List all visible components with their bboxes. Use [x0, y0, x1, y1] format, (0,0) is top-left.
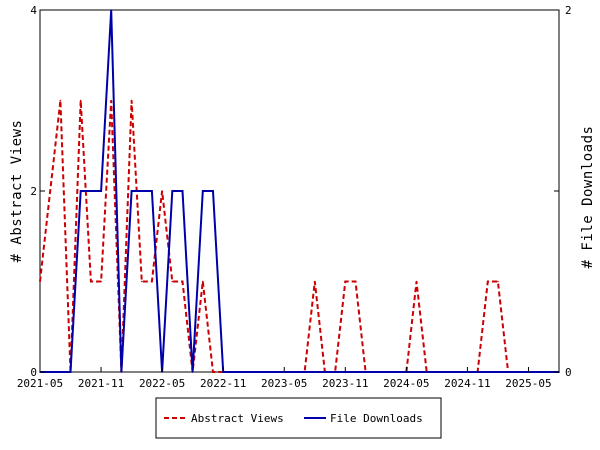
axis-layer: 2021-05 2021-11 2022-05 2022-11 2023-05 2023-… — [17, 4, 572, 390]
data-point-file-downloads — [273, 371, 275, 373]
series-line-file-downloads — [40, 9, 559, 373]
data-point-file-downloads — [242, 371, 245, 373]
data-point-abstract-views — [212, 371, 214, 373]
data-point-abstract-views — [497, 280, 499, 283]
data-point-file-downloads — [314, 371, 316, 373]
y-left-tick-label: 4 — [30, 4, 37, 17]
data-point-abstract-views — [39, 280, 41, 283]
data-point-file-downloads — [415, 371, 418, 373]
right-axis-title: # File Downloads — [580, 126, 596, 269]
x-tick-label: 2022-11 — [200, 377, 246, 390]
data-point-file-downloads — [49, 371, 51, 373]
data-point-abstract-views — [181, 280, 184, 283]
data-point-abstract-views — [49, 190, 51, 192]
data-point-abstract-views — [79, 99, 82, 102]
data-point-file-downloads — [425, 371, 428, 373]
legend-label-file-downloads: File Downloads — [330, 412, 423, 425]
data-point-file-downloads — [456, 371, 459, 373]
data-point-abstract-views — [151, 280, 153, 283]
data-point-file-downloads — [110, 9, 112, 11]
data-point-file-downloads — [476, 371, 479, 373]
x-tick-label: 2022-05 — [139, 377, 185, 390]
x-tick-label: 2024-11 — [444, 377, 490, 390]
data-point-file-downloads — [90, 190, 92, 192]
y-right-tick-label: 2 — [565, 4, 572, 17]
data-point-file-downloads — [507, 371, 509, 373]
data-point-file-downloads — [537, 371, 540, 373]
data-point-file-downloads — [354, 371, 357, 373]
data-point-file-downloads — [436, 371, 438, 373]
data-point-file-downloads — [120, 371, 123, 373]
data-point-abstract-views — [314, 280, 316, 283]
data-point-file-downloads — [303, 371, 306, 373]
data-point-abstract-views — [90, 280, 92, 283]
data-point-file-downloads — [263, 371, 265, 373]
data-point-abstract-views — [487, 280, 489, 283]
data-point-abstract-views — [110, 99, 112, 102]
data-point-file-downloads — [69, 371, 72, 373]
legend-box — [155, 397, 442, 439]
x-tick-label: 2023-11 — [322, 377, 368, 390]
data-point-file-downloads — [548, 371, 550, 373]
data-point-file-downloads — [100, 190, 102, 192]
data-point-file-downloads — [130, 190, 133, 192]
data-point-abstract-views — [141, 280, 143, 283]
data-point-file-downloads — [334, 371, 336, 373]
data-point-file-downloads — [395, 371, 398, 373]
x-tick-label: 2023-05 — [261, 377, 307, 390]
data-point-file-downloads — [252, 371, 255, 373]
data-point-abstract-views — [171, 280, 174, 283]
x-tick-label: 2025-05 — [505, 377, 551, 390]
x-tick-label: 2024-05 — [383, 377, 429, 390]
y-right-tick-label: 0 — [565, 366, 572, 379]
data-point-abstract-views — [354, 280, 357, 283]
data-point-abstract-views — [415, 280, 418, 283]
series-layer — [39, 9, 560, 373]
data-point-file-downloads — [385, 371, 387, 373]
data-point-file-downloads — [171, 190, 174, 192]
data-point-abstract-views — [161, 190, 163, 192]
legend-label-abstract-views: Abstract Views — [191, 412, 284, 425]
data-point-abstract-views — [130, 99, 133, 102]
data-point-file-downloads — [446, 371, 448, 373]
data-point-file-downloads — [191, 371, 194, 373]
legend: Abstract Views File Downloads — [155, 397, 442, 439]
data-point-file-downloads — [212, 190, 214, 192]
data-point-abstract-views — [100, 280, 102, 283]
data-point-file-downloads — [151, 190, 153, 192]
x-tick-label: 2021-05 — [17, 377, 63, 390]
data-point-file-downloads — [202, 190, 204, 192]
y-left-tick-label: 0 — [30, 366, 37, 379]
data-point-file-downloads — [59, 371, 62, 373]
y-left-tick-label: 2 — [30, 185, 37, 198]
data-point-file-downloads — [517, 371, 520, 373]
data-point-file-downloads — [324, 371, 326, 373]
x-tick-label: 2021-11 — [78, 377, 124, 390]
left-axis-title: # Abstract Views — [9, 120, 25, 263]
data-point-file-downloads — [375, 371, 377, 373]
data-point-abstract-views — [59, 99, 62, 102]
data-point-file-downloads — [232, 371, 235, 373]
data-point-file-downloads — [79, 190, 82, 192]
data-point-file-downloads — [293, 371, 296, 373]
data-point-abstract-views — [344, 280, 347, 283]
data-point-file-downloads — [487, 371, 489, 373]
data-point-file-downloads — [497, 371, 499, 373]
data-point-file-downloads — [181, 190, 184, 192]
data-point-abstract-views — [202, 280, 204, 283]
data-point-file-downloads — [141, 190, 143, 192]
data-point-file-downloads — [364, 371, 367, 373]
